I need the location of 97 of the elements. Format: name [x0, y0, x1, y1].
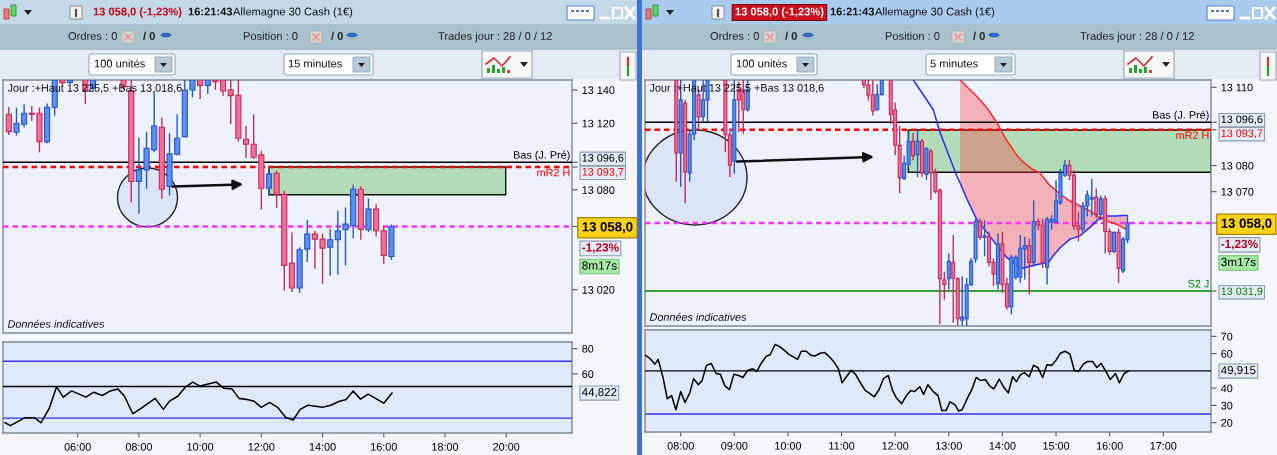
x-tick-label: 17:00	[1150, 442, 1177, 450]
x-tick-label: 14:00	[309, 443, 336, 451]
text: 8m17s	[582, 261, 617, 270]
x-tick-label: 12:00	[248, 443, 275, 451]
x-tick-label: 11:00	[829, 442, 855, 450]
x-tick-label: 14:00	[989, 442, 1016, 450]
x-tick-label: 15:00	[1043, 442, 1070, 450]
candlestick	[5, 106, 12, 135]
candlestick	[1112, 231, 1117, 254]
text: Allemagne 30 Cash (1€)	[875, 7, 995, 18]
text: 13 058,0 (-1,23%)	[93, 7, 182, 18]
candlestick	[915, 130, 920, 177]
candlestick	[705, 80, 710, 123]
x-tick-label: 16:00	[1096, 442, 1123, 450]
text: 5 minutes	[930, 59, 978, 68]
text: 16:21:43	[188, 7, 233, 16]
y-tick-label: 13 093,7	[1221, 129, 1263, 139]
x-tick-label: 10:00	[775, 442, 802, 450]
text: / 0	[785, 31, 797, 41]
y-tick-label: 13 093,7	[582, 168, 624, 177]
y-tick-label: 13 140	[582, 86, 615, 95]
text: Ordres : 0	[68, 31, 117, 40]
candlestick	[365, 198, 372, 232]
candlestick	[334, 210, 341, 275]
x-tick-label: 16:00	[371, 443, 397, 451]
y-tick-label: 13 058,0	[582, 222, 633, 234]
text: Position : 0	[243, 31, 298, 40]
candlestick	[978, 218, 983, 240]
candlestick	[197, 80, 204, 100]
candlestick	[870, 80, 875, 116]
text: Allemagne 30 Cash (1€)	[233, 7, 353, 18]
text: 44,822	[581, 387, 617, 398]
y-tick-label: 30	[1221, 401, 1233, 410]
x-tick-label: 18:00	[432, 443, 459, 451]
text: Trades jour : 28 / 0 / 12	[438, 31, 552, 43]
y-tick-label: 80	[582, 344, 594, 353]
text: 100 unités	[736, 59, 787, 68]
ref-line-label: Bas (J. Pré)	[514, 150, 570, 161]
annotation: Données indicatives	[649, 312, 747, 321]
y-tick-label: 13 110	[1221, 83, 1253, 92]
annotation: Données indicatives	[7, 319, 105, 328]
y-tick-label: 13 096,6	[582, 154, 624, 163]
y-tick-label: 70	[1221, 332, 1233, 341]
x-tick-label: 13:00	[936, 442, 962, 450]
ref-line-label: mR2 H	[537, 168, 570, 177]
y-tick-label: 13 080	[1221, 161, 1254, 170]
candlestick	[911, 133, 916, 161]
text: 49,915	[1220, 366, 1256, 376]
ref-line-label: Bas (J. Pré)	[1153, 110, 1209, 121]
text: 16:21:43	[830, 7, 875, 16]
text: Ordres : 0	[710, 31, 759, 40]
text: -1,23%	[582, 243, 619, 254]
text: 13 058,0 (-1,23%)	[735, 7, 824, 18]
y-tick-label: 13 080	[582, 186, 615, 194]
text: 15 minutes	[288, 59, 342, 68]
text: / 0	[143, 31, 155, 41]
y-tick-label: 13 020	[582, 286, 615, 294]
x-tick-label: 09:00	[721, 442, 748, 450]
text: 3m17s	[1221, 257, 1256, 267]
ref-line-label: mR2 H	[1176, 131, 1209, 140]
candlestick	[960, 276, 965, 326]
text: / 0	[973, 31, 985, 41]
y-tick-label: 13 058,0	[1221, 218, 1272, 230]
x-tick-label: 10:00	[187, 443, 214, 451]
x-tick-label: 08:00	[667, 442, 694, 450]
x-tick-label: 08:00	[125, 443, 153, 451]
text: Trades jour : 28 / 0 / 12	[1080, 31, 1194, 43]
y-tick-label: 13 070	[1221, 188, 1254, 196]
y-tick-label: 13 120	[582, 119, 615, 128]
y-tick-label: 60	[582, 370, 594, 378]
candlestick	[875, 84, 880, 111]
y-tick-label: 13 031,9	[1221, 287, 1263, 297]
x-tick-label: 20:00	[493, 443, 520, 451]
line-series	[912, 80, 1128, 270]
candlestick	[1022, 236, 1027, 280]
text: / 0	[331, 31, 343, 41]
candlestick	[1027, 238, 1032, 295]
candlestick	[373, 204, 380, 237]
x-tick-label: 12:00	[882, 442, 909, 450]
text: -1,23%	[1221, 239, 1258, 250]
candlestick	[982, 220, 987, 257]
candlestick	[946, 253, 951, 290]
candlestick	[951, 235, 956, 323]
ref-line-label: S2 J	[1188, 279, 1209, 288]
y-tick-label: 40	[1220, 384, 1233, 393]
candlestick	[1089, 178, 1094, 217]
text: Position : 0	[885, 31, 940, 40]
text: 100 unités	[94, 59, 145, 68]
candlestick	[1098, 195, 1103, 220]
y-tick-label: 20	[1221, 419, 1233, 427]
candlestick	[1094, 188, 1099, 219]
y-tick-label: 13 096,6	[1221, 115, 1263, 125]
y-tick-label: 60	[1221, 350, 1233, 358]
candlestick	[242, 125, 250, 158]
x-tick-label: 06:00	[64, 443, 91, 451]
candlestick	[327, 229, 334, 276]
candlestick	[265, 170, 273, 196]
